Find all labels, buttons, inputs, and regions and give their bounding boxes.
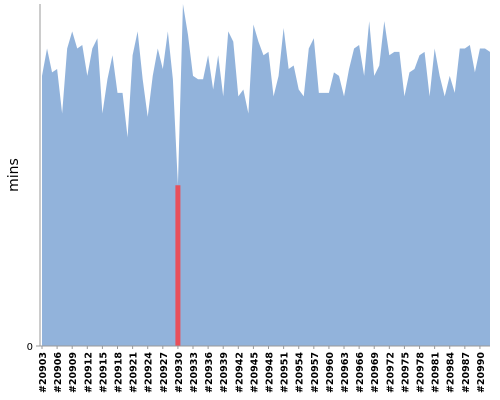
x-tick-label: #20939 <box>219 352 230 393</box>
failed-build-bar <box>175 185 181 346</box>
area <box>42 4 490 346</box>
x-tick-label: #20960 <box>325 352 336 393</box>
x-tick-label: #20906 <box>53 352 64 393</box>
x-tick-label: #20945 <box>249 352 260 393</box>
x-tick-label: #20987 <box>461 352 472 393</box>
x-tick-label: #20954 <box>295 352 306 393</box>
x-tick-label: #20963 <box>340 352 351 393</box>
x-tick-label: #20933 <box>189 352 200 393</box>
x-tick-label: #20978 <box>416 352 427 393</box>
x-tick-label: #20918 <box>114 352 125 393</box>
x-tick-label: #20912 <box>83 352 94 393</box>
x-tick-label: #20930 <box>174 352 185 393</box>
x-tick-label: #20951 <box>280 352 291 393</box>
x-tick-label: #20936 <box>204 352 215 393</box>
x-tick-label: #20915 <box>98 352 109 393</box>
x-tick-label: #20972 <box>385 352 396 393</box>
x-tick-label: #20909 <box>68 352 79 393</box>
x-tick-label: #20990 <box>476 352 487 393</box>
x-tick-label: #20969 <box>370 352 381 393</box>
x-tick-label: #20948 <box>265 352 276 393</box>
y-axis-label: mins <box>6 158 22 192</box>
x-tick-label: #20957 <box>310 352 321 393</box>
x-tick-label: #20924 <box>144 352 155 393</box>
y-tick-label: 0 <box>27 342 33 353</box>
x-tick-label: #20903 <box>38 352 49 393</box>
x-tick-label: #20975 <box>400 352 411 393</box>
x-tick-label: #20966 <box>355 352 366 393</box>
x-tick-label: #20984 <box>446 352 457 393</box>
x-tick-label: #20942 <box>234 352 245 393</box>
x-tick-label: #20921 <box>129 352 140 393</box>
x-tick-label: #20981 <box>431 352 442 393</box>
x-tick-label: #20927 <box>159 352 170 393</box>
